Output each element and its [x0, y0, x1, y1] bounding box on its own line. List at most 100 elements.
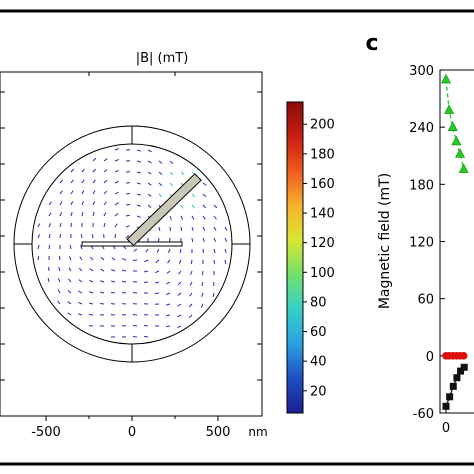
field-arrow — [158, 160, 163, 164]
colorbar-gradient — [286, 101, 304, 414]
field-map-x-unit: nm — [248, 425, 267, 439]
field-arrow — [100, 280, 105, 283]
field-arrow — [78, 267, 83, 272]
field-arrow — [158, 226, 161, 232]
colorbar-tick-label: 100 — [310, 266, 335, 281]
field-arrow — [59, 233, 62, 239]
field-arrow — [68, 267, 72, 272]
field-arrow — [89, 291, 94, 294]
field-arrow — [114, 148, 119, 151]
field-arrow — [81, 190, 85, 195]
field-arrow — [121, 269, 127, 272]
field-arrow — [37, 255, 40, 261]
field-arrow — [191, 237, 194, 243]
field-arrow — [70, 212, 73, 217]
data-point — [459, 352, 468, 360]
field-arrow — [202, 248, 205, 254]
field-arrow — [180, 171, 185, 176]
field-arrow — [37, 245, 40, 250]
data-point — [460, 363, 468, 371]
field-arrow — [100, 268, 105, 272]
field-arrow — [156, 248, 160, 253]
field-arrow — [114, 169, 119, 173]
field-arrow — [69, 244, 72, 250]
field-arrow — [58, 267, 61, 272]
field-arrow — [78, 279, 83, 283]
colorbar-tick-label: 60 — [310, 325, 327, 340]
colorbar-tick-label: 40 — [310, 355, 327, 370]
field-arrow — [78, 290, 83, 294]
chart-y-tick-label: 300 — [409, 64, 434, 79]
field-arrow — [57, 289, 61, 294]
map-x-tick-label: -500 — [31, 425, 61, 440]
field-arrow — [165, 325, 171, 328]
field-arrows — [37, 148, 228, 338]
field-arrow — [88, 302, 94, 305]
field-arrow — [59, 179, 64, 184]
field-arrow — [136, 204, 141, 207]
field-arrow — [188, 303, 193, 308]
field-arrow — [154, 292, 160, 295]
field-arrow — [81, 168, 85, 173]
field-arrow — [48, 201, 52, 206]
field-arrow — [91, 233, 94, 239]
field-arrow — [111, 269, 116, 272]
field-map-x-tick-labels: -500 0 500 — [31, 425, 230, 440]
chart-y-tick-label: 180 — [409, 178, 434, 193]
field-arrow — [190, 259, 193, 265]
field-arrow — [89, 256, 94, 261]
field-arrow — [103, 212, 107, 217]
field-arrow — [121, 280, 127, 283]
panel-label-c: c — [365, 31, 378, 56]
colorbar-tick-label: 180 — [310, 147, 335, 162]
field-arrow — [89, 268, 94, 272]
field-arrow — [213, 204, 218, 209]
field-arrow — [155, 270, 160, 274]
field-arrow — [103, 201, 107, 206]
field-arrow — [157, 237, 160, 243]
field-arrow — [147, 160, 152, 164]
data-point — [453, 374, 461, 382]
field-arrow — [58, 255, 61, 261]
field-arrow — [190, 270, 193, 275]
field-arrow — [68, 256, 72, 261]
field-arrow — [81, 201, 84, 206]
field-arrow — [191, 193, 196, 198]
field-arrow — [166, 292, 171, 295]
field-arrow — [155, 259, 160, 263]
field-arrow — [158, 193, 163, 198]
data-point — [447, 121, 458, 131]
field-arrow — [133, 248, 138, 252]
tilted-wire — [126, 173, 202, 247]
field-arrow — [114, 159, 119, 162]
field-arrow — [48, 244, 51, 250]
map-x-tick-label: 500 — [206, 425, 231, 440]
field-arrow — [114, 202, 119, 206]
field-arrow — [213, 226, 217, 231]
field-arrow — [169, 160, 174, 164]
field-arrow — [70, 201, 74, 206]
field-arrow — [158, 182, 163, 187]
field-arrow — [110, 291, 116, 294]
field-arrow — [47, 277, 50, 283]
field-arrow — [177, 292, 182, 296]
field-arrow — [213, 215, 217, 220]
colorbar-tick-label: 120 — [310, 236, 335, 251]
field-arrow — [68, 278, 72, 283]
field-arrow — [136, 193, 141, 196]
field-arrow — [59, 223, 62, 228]
field-arrow — [201, 292, 204, 297]
field-arrow — [169, 215, 172, 220]
data-point — [458, 163, 469, 173]
field-map-panel: |B| (mT) -500 0 500 nm — [0, 51, 268, 440]
field-arrow — [99, 291, 105, 294]
data-point — [441, 73, 451, 84]
field-arrow — [165, 314, 171, 317]
field-arrow — [114, 180, 119, 184]
field-arrow — [202, 215, 206, 220]
field-arrow — [179, 248, 182, 254]
field-arrow — [136, 182, 141, 185]
field-arrow — [147, 204, 152, 208]
field-arrow — [48, 234, 51, 239]
